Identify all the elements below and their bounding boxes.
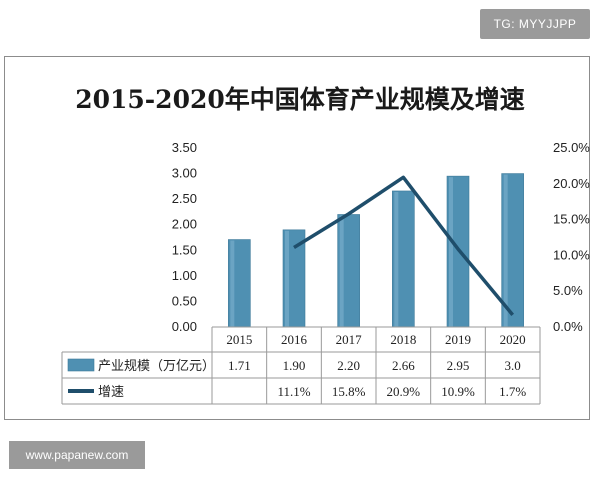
- data-label-scale: 3.0: [505, 358, 521, 373]
- x-axis-tick: 2018: [390, 332, 416, 347]
- x-axis-tick: 2020: [500, 332, 526, 347]
- x-axis-tick: 2017: [336, 332, 363, 347]
- data-label-scale: 2.95: [447, 358, 470, 373]
- data-label-scale: 2.66: [392, 358, 415, 373]
- growth-line: [293, 175, 515, 316]
- left-axis-tick: 3.00: [172, 166, 197, 181]
- bar-highlight: [230, 240, 235, 327]
- bar-highlight: [449, 177, 453, 327]
- chart-title: 2015-2020年中国体育产业规模及增速: [75, 85, 525, 114]
- legend-bar-swatch: [67, 358, 95, 372]
- right-axis-tick: 5.0%: [553, 283, 583, 298]
- right-axis-tick: 15.0%: [553, 212, 590, 227]
- data-label-growth: 10.9%: [441, 384, 475, 399]
- site-watermark: www.papanew.com: [9, 441, 145, 469]
- left-axis-tick: 2.50: [172, 191, 197, 206]
- data-label-growth: 11.1%: [277, 384, 310, 399]
- watermark-tag: TG: MYYJJPP: [480, 9, 590, 39]
- left-axis-tick: 0.00: [172, 319, 197, 334]
- left-axis-tick: 0.50: [172, 293, 197, 308]
- data-label-growth: 15.8%: [332, 384, 366, 399]
- left-axis-tick: 1.50: [172, 242, 197, 257]
- x-axis-tick: 2019: [445, 332, 471, 347]
- data-label-scale: 1.90: [283, 358, 306, 373]
- data-label-growth: 1.7%: [499, 384, 526, 399]
- left-axis-tick: 1.00: [172, 268, 197, 283]
- legend-bar-label: 产业规模（万亿元）: [98, 359, 215, 374]
- right-axis-tick: 0.0%: [553, 319, 583, 334]
- bar-highlight: [394, 191, 399, 327]
- data-label-scale: 1.71: [228, 358, 251, 373]
- bar-highlight: [339, 215, 344, 327]
- data-label-growth: 20.9%: [387, 384, 421, 399]
- data-label-scale: 2.20: [337, 358, 360, 373]
- left-axis-tick: 2.00: [172, 217, 197, 232]
- right-axis-tick: 10.0%: [553, 247, 590, 262]
- bar-highlight: [503, 174, 508, 327]
- right-axis-tick: 25.0%: [553, 140, 590, 155]
- x-axis-tick: 2016: [281, 332, 308, 347]
- x-axis-tick: 2015: [226, 332, 252, 347]
- right-axis-tick: 20.0%: [553, 176, 590, 191]
- left-axis-tick: 3.50: [172, 140, 197, 155]
- bar-highlight: [285, 230, 289, 327]
- legend-line-label: 增速: [98, 385, 124, 400]
